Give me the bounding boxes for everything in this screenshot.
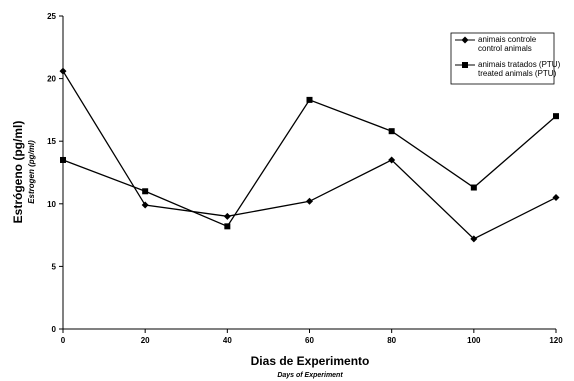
series-2-point xyxy=(388,128,395,135)
x-tick-label: 0 xyxy=(61,336,66,345)
legend: animais controle control animals animais… xyxy=(450,32,561,85)
series-1-point xyxy=(470,235,478,243)
y-ticks: 0 5 10 15 20 25 xyxy=(47,12,63,334)
legend-label-control: animais controle xyxy=(478,35,537,44)
series-1-point xyxy=(59,67,67,75)
series-line-1 xyxy=(62,70,557,240)
x-tick-label: 80 xyxy=(387,336,396,345)
series-2-point xyxy=(142,188,149,195)
legend-label-treated-en: treated animals (PTU) xyxy=(478,69,557,78)
series-2-point xyxy=(306,96,313,103)
y-axis-title: Estrógeno (pg/ml) xyxy=(11,121,25,224)
y-axis-title-en: Estrogen (pg/ml) xyxy=(27,140,36,204)
x-ticks: 0 20 40 60 80 100 120 xyxy=(61,329,563,345)
y-tick-label: 10 xyxy=(47,200,56,209)
square-marker-icon xyxy=(462,62,468,68)
x-tick-label: 40 xyxy=(223,336,232,345)
diamond-marker-icon xyxy=(461,36,469,44)
x-tick-label: 100 xyxy=(467,336,481,345)
series-layer xyxy=(59,67,560,243)
series-1-point xyxy=(223,212,231,220)
y-tick-label: 0 xyxy=(52,325,57,334)
series-2-point xyxy=(224,223,231,230)
y-tick-label: 5 xyxy=(52,262,57,271)
series-2-point xyxy=(553,113,559,120)
y-tick-label: 20 xyxy=(47,75,56,84)
series-1-point xyxy=(306,197,313,205)
y-tick-label: 15 xyxy=(47,137,56,146)
x-axis-title: Dias de Experimento xyxy=(251,354,370,368)
series-2-point xyxy=(60,156,66,163)
x-tick-label: 120 xyxy=(549,336,563,345)
series-2-point xyxy=(470,184,477,191)
series-1-point xyxy=(388,156,396,164)
series-1-point xyxy=(141,201,149,209)
x-axis-title-en: Days of Experiment xyxy=(277,372,343,379)
legend-label-treated: animais tratados (PTU) xyxy=(478,60,561,69)
y-tick-label: 25 xyxy=(47,12,56,21)
x-tick-label: 60 xyxy=(305,336,314,345)
legend-label-control-en: control animals xyxy=(478,44,532,53)
legend-entry-treated: animais tratados (PTU) treated animals (… xyxy=(455,60,561,78)
series-line-2 xyxy=(62,99,557,228)
x-tick-label: 20 xyxy=(141,336,150,345)
series-1-point xyxy=(552,194,560,202)
legend-box xyxy=(450,32,555,85)
legend-entry-control: animais controle control animals xyxy=(455,35,537,53)
